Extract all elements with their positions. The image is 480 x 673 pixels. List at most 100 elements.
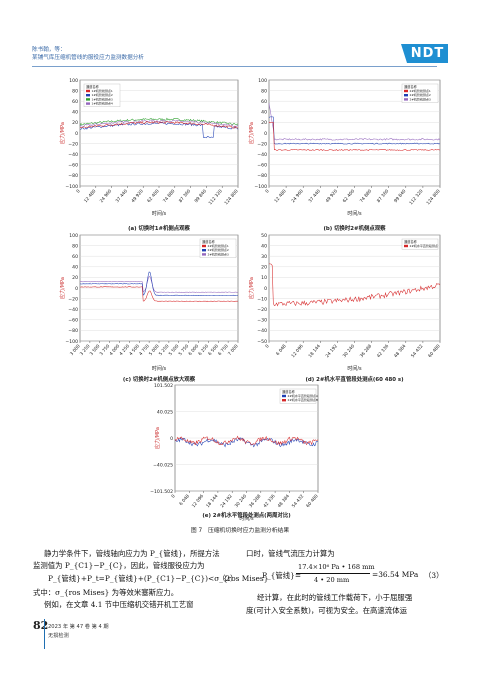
- panel-c-xlabel: 时间/s: [152, 365, 167, 372]
- panel-d-xtick: 30 240: [342, 343, 357, 359]
- panel-a-xtick: 112 320: [207, 188, 223, 206]
- panel-e-xtick: 36 288: [248, 493, 263, 509]
- panel-d-xtick: 48 384: [393, 343, 408, 359]
- panel-d-ytick: −30: [257, 318, 267, 324]
- panel-a-ytick: 100: [69, 78, 78, 84]
- panel-e-xtick: 24 192: [219, 493, 234, 509]
- panel-c-ytick: 80: [72, 243, 78, 249]
- equation-2: P_{管线}+P_t=P_{管线}+(P_{C1}−P_{C})<σ_{ros …: [48, 574, 269, 583]
- panel-e-ytick: −40.025: [153, 462, 173, 468]
- panel-a-legend-label: 1#机管线测点3: [92, 96, 113, 101]
- panel-b-ytick: −20: [257, 141, 267, 147]
- panel-b-ytick: 40: [261, 110, 267, 116]
- panel-b-legend-swatch: [404, 94, 408, 97]
- panel-b-xtick: 87 360: [376, 188, 391, 204]
- panel-b-ytick: 20: [261, 120, 267, 126]
- panel-e-ytick: −101.502: [150, 489, 173, 495]
- panel-a-ytick: 60: [72, 99, 78, 105]
- equation-3-numerator: 17.4×10⁶ Pa • 168 mm: [298, 563, 375, 571]
- panel-b-caption: (b) 切换时2#机侧点观察: [323, 224, 386, 232]
- panel-b-xtick: 12 480: [273, 188, 288, 204]
- panel-b-legend-swatch: [404, 98, 408, 101]
- panel-c-ytick: −20: [68, 296, 78, 302]
- body-left-line-4: 例如，在文章 4.1 节中压缩机交错开机工艺窗: [44, 600, 194, 609]
- panel-a-legend-swatch: [86, 98, 90, 101]
- panel-a-ytick: −40: [68, 152, 78, 158]
- panel-b-legend-label: 2#机管线测点2: [410, 92, 431, 97]
- panel-a-ytick: 0: [75, 131, 78, 137]
- panel-d-ytick: −20: [257, 307, 267, 313]
- panel-e-xtick: 60 480: [305, 493, 320, 509]
- panel-b-xtick: 49 920: [324, 188, 339, 204]
- panel-a-xtick: 12 480: [83, 188, 98, 204]
- panel-d-ytick: −50: [257, 339, 267, 345]
- panel-d-ytick: 20: [261, 265, 267, 271]
- panel-d-xtick: 18 144: [307, 343, 322, 359]
- panel-b-ytick: 0: [264, 131, 267, 137]
- panel-b-legend-box: [401, 83, 439, 103]
- panel-c-ytick: 40: [72, 265, 78, 271]
- panel-c-legend-title: 通道名称: [202, 239, 216, 244]
- panel-c-ytick: 0: [75, 286, 78, 292]
- panel-c-ytick: 20: [72, 275, 78, 281]
- panel-b-legend-label: 2#机管线测点3: [410, 96, 431, 101]
- panel-e-xtick: 30 240: [234, 493, 249, 509]
- panel-a-xtick: 24 960: [99, 188, 114, 204]
- equation-2-number: （2）: [218, 574, 238, 583]
- panel-a-ytick: 20: [72, 120, 78, 126]
- panel-d-xtick: 24 192: [324, 343, 339, 359]
- panel-a-xtick: 74 880: [162, 188, 177, 204]
- panel-b-ylabel: 应力/MPa: [248, 122, 255, 144]
- panel-d-ytick: −10: [257, 296, 267, 302]
- panel-b-ytick: −100: [254, 184, 267, 190]
- panel-a-xlabel: 时间/s: [152, 210, 167, 217]
- body-left-line-1: 静力学条件下，管线轴向应力为 P_{管线}，所提方法: [44, 549, 220, 558]
- figure-caption: 图 7 压缩机切换时应力监测分析结果: [191, 526, 289, 534]
- panel-d-ytick: 10: [261, 275, 267, 281]
- equation-3-fraction-bar: [296, 573, 370, 574]
- panel-c-legend-label: 2#机管线测点3: [208, 251, 229, 256]
- panel-c-ytick: 100: [69, 233, 78, 239]
- panel-d-legend-box: [401, 238, 439, 250]
- panel-b-ytick: 80: [261, 88, 267, 94]
- panel-a-ytick: 80: [72, 88, 78, 94]
- panel-c-ytick: 60: [72, 254, 78, 260]
- panel-d-legend-swatch: [404, 244, 408, 248]
- panel-e-legend-swatch: [282, 399, 286, 402]
- panel-a-legend-swatch: [86, 94, 90, 97]
- panel-d-xtick: 60 480: [427, 343, 442, 359]
- panel-c-series-1: [79, 286, 239, 302]
- panel-a-xtick: 37 440: [114, 188, 129, 204]
- panel-d-ytick: −40: [257, 328, 267, 334]
- panel-e-ytick: 101.502: [154, 383, 173, 389]
- footer-bar: [44, 619, 45, 649]
- panel-a-series-4: [79, 119, 239, 128]
- panel-c-legend-swatch: [202, 249, 206, 252]
- equation-3-rhs: =36.54 MPa: [372, 570, 419, 579]
- panel-a-legend-label: 1#机管线测点4: [92, 101, 113, 106]
- panel-e-legend-box: [279, 388, 317, 404]
- panel-d-xlabel: 时间/s: [347, 365, 362, 372]
- panel-b-xtick: 24 960: [290, 188, 305, 204]
- panel-e-xtick: 42 336: [262, 493, 277, 509]
- panel-c-series-2: [79, 271, 238, 296]
- panel-d-xtick: 42 336: [376, 343, 391, 359]
- panel-d-xtick: 12 096: [290, 343, 305, 359]
- panel-c-legend-label: 2#机管线测点1: [208, 243, 229, 248]
- panel-c-legend-box: [199, 238, 237, 258]
- panel-c-ytick: −60: [68, 318, 78, 324]
- panel-a-legend-title: 通道名称: [86, 84, 100, 89]
- panel-b-ytick: 60: [261, 99, 267, 105]
- panel-e-ylabel: 应力/MPa: [154, 427, 161, 449]
- panel-b-xlabel: 时间/s: [347, 210, 362, 217]
- panel-a-xtick: 62 400: [146, 188, 161, 204]
- panel-d-xtick: 0: [264, 343, 271, 349]
- panel-e-ytick: 40.025: [157, 409, 173, 415]
- panel-b-ytick: −80: [257, 173, 267, 179]
- panel-c-legend-swatch: [202, 244, 206, 248]
- panel-e-series-2: [174, 435, 319, 446]
- panel-c-xtick: 7 000: [227, 343, 240, 357]
- panel-e-caption: (e) 2#机水平管段处测点(两周对比): [202, 511, 290, 519]
- panel-e-legend-swatch: [282, 394, 286, 398]
